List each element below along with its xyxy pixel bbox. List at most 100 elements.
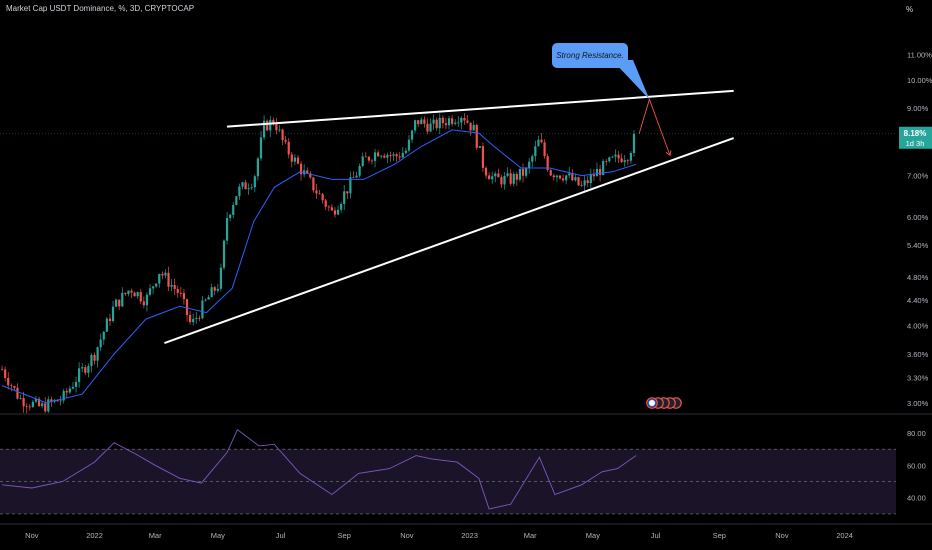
candle-down xyxy=(213,287,216,291)
candle-down xyxy=(176,288,179,293)
candle-down xyxy=(417,120,420,125)
candle-down xyxy=(549,170,552,176)
candle-down xyxy=(321,194,324,201)
candle-up xyxy=(343,191,346,204)
candle-up xyxy=(407,139,411,151)
candle-up xyxy=(148,288,152,295)
candle-down xyxy=(118,299,121,307)
time-tick-label: Sep xyxy=(338,531,351,540)
overlays: Strong Resistance. xyxy=(552,43,682,409)
candle-up xyxy=(121,292,124,307)
candle-up xyxy=(250,187,253,189)
candle-up xyxy=(19,398,22,399)
callout-box xyxy=(552,43,628,68)
candle-down xyxy=(552,175,555,178)
price-tick-label: 9.00% xyxy=(907,104,929,113)
candle-down xyxy=(28,406,31,408)
candle-up xyxy=(340,203,343,210)
candle-up xyxy=(210,287,213,298)
candle-up xyxy=(74,381,78,387)
trendlines[interactable] xyxy=(164,89,734,344)
time-tick-label: May xyxy=(586,531,600,540)
candle-up xyxy=(528,161,531,169)
candle-up xyxy=(31,401,34,407)
candle-up xyxy=(623,160,626,163)
candle-down xyxy=(309,173,312,178)
candle-down xyxy=(546,156,549,171)
candle-down xyxy=(543,142,546,157)
candle-up xyxy=(105,318,108,332)
rsi-pane: 80.00 60.00 40.00 xyxy=(0,429,926,515)
candle-up xyxy=(62,390,65,401)
candle-down xyxy=(558,175,562,179)
candle-down xyxy=(130,290,133,293)
candle-down xyxy=(124,292,127,294)
candle-up xyxy=(259,137,263,159)
candle-up xyxy=(589,174,592,184)
candle-up xyxy=(629,153,632,161)
candle-down xyxy=(561,178,565,181)
candle-up xyxy=(420,119,423,125)
time-tick-label: Nov xyxy=(25,531,39,540)
candle-up xyxy=(152,286,155,289)
candle-up xyxy=(506,173,509,176)
candle-up xyxy=(192,318,195,323)
candle-up xyxy=(404,150,407,153)
price-tick-label: 4.80% xyxy=(907,273,929,282)
candle-down xyxy=(521,168,525,176)
price-tick-label: 3.30% xyxy=(907,373,929,382)
candle-up xyxy=(170,284,173,287)
time-tick-label: 2024 xyxy=(836,531,853,540)
candle-up xyxy=(537,139,540,147)
candle-up xyxy=(373,152,377,161)
candle-up xyxy=(392,154,395,156)
price-tick-label: 6.00% xyxy=(907,213,929,222)
price-tick-label: 4.00% xyxy=(907,322,929,331)
candle-down xyxy=(10,385,13,387)
candle-down xyxy=(272,119,275,124)
candle-down xyxy=(142,301,145,306)
callout-text: Strong Resistance. xyxy=(556,51,624,60)
candle-up xyxy=(491,176,494,180)
support-trendline xyxy=(164,137,734,344)
candle-up xyxy=(518,168,522,180)
candle-down xyxy=(389,154,392,156)
candle-up xyxy=(410,130,414,140)
rsi-tick-label: 60.00 xyxy=(907,461,926,470)
candle-down xyxy=(466,120,469,123)
candle-down xyxy=(173,284,176,289)
candle-down xyxy=(281,129,284,141)
candle-down xyxy=(188,315,192,323)
candle-down xyxy=(580,185,583,186)
time-tick-label: 2023 xyxy=(461,531,478,540)
candle-down xyxy=(423,119,426,124)
candle-down xyxy=(185,299,189,316)
candle-up xyxy=(269,119,272,131)
candle-down xyxy=(497,173,500,178)
candle-down xyxy=(383,155,386,158)
candle-up xyxy=(216,288,219,291)
candle-down xyxy=(324,200,327,207)
candle-up xyxy=(262,120,266,138)
candle-up xyxy=(195,317,198,319)
candle-up xyxy=(401,152,404,158)
candle-up xyxy=(512,173,515,184)
time-tick-label: Nov xyxy=(775,531,789,540)
candle-up xyxy=(583,180,586,186)
price-tick-label: 3.60% xyxy=(907,350,929,359)
candle-up xyxy=(247,188,250,190)
candle-down xyxy=(475,124,478,148)
candle-down xyxy=(515,173,518,180)
price-tick-label: 10.00% xyxy=(907,76,932,85)
candle-down xyxy=(620,158,623,163)
chart-title: Market Cap USDT Dominance, %, 3D, CRYPTO… xyxy=(6,4,195,13)
candle-down xyxy=(571,173,574,181)
candle-down xyxy=(4,369,7,378)
projection-arrow-head xyxy=(665,150,672,157)
candle-up xyxy=(34,398,38,402)
candle-down xyxy=(488,175,491,180)
candle-down xyxy=(179,292,182,294)
candle-up xyxy=(438,117,441,129)
candle-down xyxy=(327,206,330,208)
